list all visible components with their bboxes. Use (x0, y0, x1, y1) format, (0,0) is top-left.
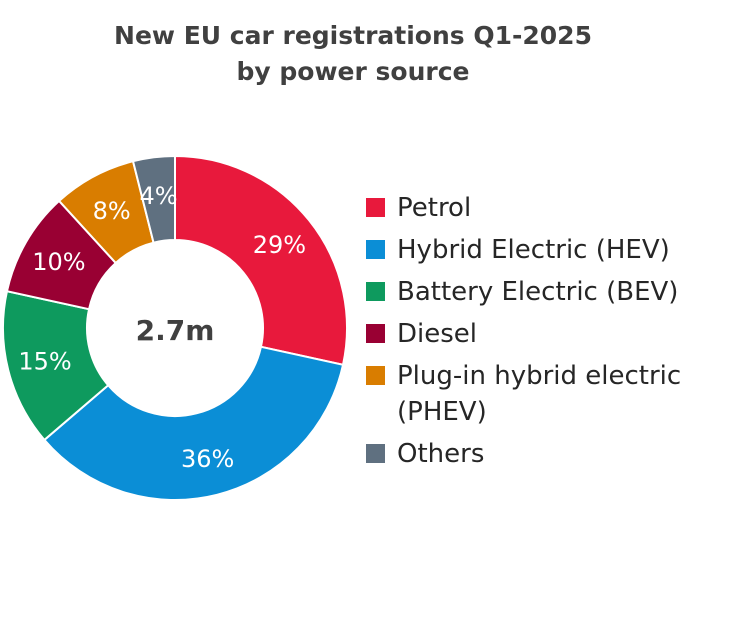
legend-swatch (366, 366, 385, 385)
legend-swatch (366, 240, 385, 259)
donut-slice-6 (131, 154, 176, 244)
data-label-6: 4% (139, 182, 177, 210)
donut-slices (2, 154, 348, 501)
donut-slice-2 (42, 345, 345, 501)
legend-label: Battery Electric (BEV) (397, 277, 679, 307)
donut-chart: 29% 36% 15% 10% 8% 4% 2.7m (2, 154, 348, 501)
chart-subtitle: by power source (236, 57, 470, 86)
data-label-1: 29% (253, 231, 306, 259)
donut-slice-1 (174, 154, 348, 366)
data-label-5: 8% (93, 197, 131, 225)
legend-swatch (366, 324, 385, 343)
legend-label: Plug-in hybrid electric (PHEV) (397, 361, 682, 427)
legend-label: Hybrid Electric (HEV) (397, 235, 670, 265)
chart-title: New EU car registrations Q1-2025 by powe… (0, 18, 706, 90)
legend-swatch (366, 282, 385, 301)
data-label-2: 36% (181, 445, 234, 473)
legend-swatch (366, 198, 385, 217)
legend-item-5: Plug-in hybrid electric (PHEV) (366, 358, 737, 430)
legend-swatch (366, 444, 385, 463)
legend-label: Petrol (397, 193, 472, 223)
legend-label: Others (397, 439, 485, 469)
legend-item-1: Petrol (366, 190, 737, 226)
legend-label: Diesel (397, 319, 478, 349)
chart-title-line1: New EU car registrations Q1-2025 (114, 21, 592, 50)
legend-item-6: Others (366, 436, 737, 472)
legend-item-2: Hybrid Electric (HEV) (366, 232, 737, 268)
legend-item-3: Battery Electric (BEV) (366, 274, 737, 310)
data-label-4: 10% (32, 248, 85, 276)
data-label-3: 15% (18, 348, 71, 376)
chart-legend: Petrol Hybrid Electric (HEV) Battery Elect… (366, 190, 737, 478)
donut-data-labels: 29% 36% 15% 10% 8% 4% (18, 182, 306, 473)
legend-item-4: Diesel (366, 316, 737, 352)
center-total-label: 2.7m (136, 314, 215, 347)
